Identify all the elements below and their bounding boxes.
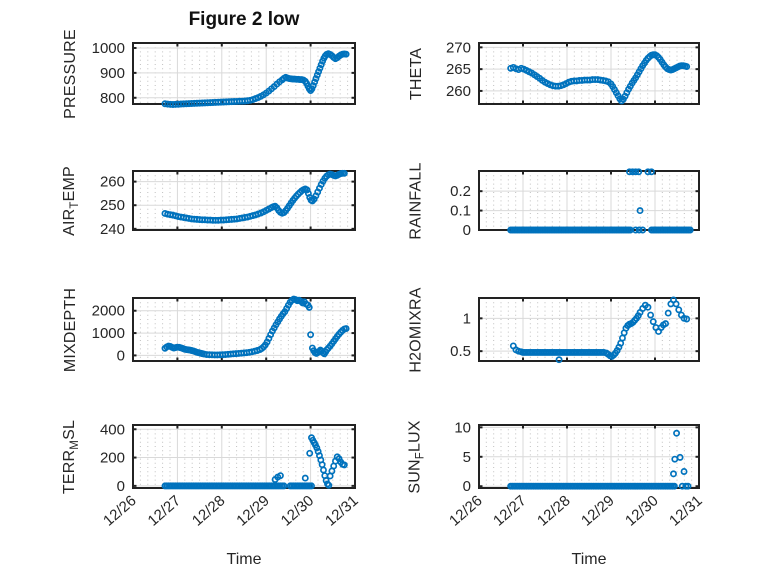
tick-marks: [478, 43, 700, 104]
panel-air-temp: 240 250 260: [100, 169, 356, 238]
svg-text:12/27: 12/27: [145, 492, 184, 529]
svg-text:265: 265: [446, 61, 471, 78]
axis-label-rainfall: RAINFALL: [408, 161, 425, 240]
svg-text:1: 1: [463, 310, 471, 327]
svg-text:12/31: 12/31: [666, 492, 705, 529]
y-tick-labels: 0 1000 2000: [92, 303, 125, 365]
plot-terr-msl: 0 200 400 12/26 12/27 12/28 12/29 12/30 12/31: [100, 421, 362, 529]
y-tick-labels: 0 5 10: [454, 419, 471, 495]
tick-marks: [478, 425, 700, 488]
major-grid: [479, 425, 699, 488]
svg-text:2000: 2000: [92, 303, 125, 320]
axes-frame: [478, 42, 700, 105]
axis-label-h2omixra: H2OMIXRA: [408, 286, 426, 373]
axes-frame: [478, 297, 700, 362]
x-tick-labels: 12/26 12/27 12/28 12/29 12/30 12/31: [446, 492, 705, 529]
svg-text:12/28: 12/28: [189, 492, 228, 529]
plot-pressure: 800 900 1000: [92, 40, 356, 108]
minor-grid: [139, 171, 349, 230]
minor-grid: [139, 43, 349, 104]
axis-label-pressure: PRESSURE: [62, 28, 79, 119]
svg-text:12/31: 12/31: [322, 492, 361, 529]
data-markers: [509, 296, 691, 364]
axes-frame: [132, 297, 356, 362]
axis-label-terr-msl: TERRMSL: [61, 419, 81, 494]
svg-text:240: 240: [100, 221, 125, 238]
svg-text:400: 400: [100, 421, 125, 438]
y-tick-labels: 0 0.1 0.2: [450, 183, 471, 239]
data-markers: [507, 51, 691, 105]
svg-text:10: 10: [454, 419, 471, 436]
svg-text:12/30: 12/30: [278, 492, 317, 529]
y-tick-labels: 260 265 270: [446, 39, 471, 100]
tick-marks: [132, 298, 356, 361]
axis-label-theta: THETA: [408, 47, 426, 100]
figure-title: Figure 2 low: [188, 9, 300, 30]
svg-text:800: 800: [100, 90, 125, 107]
svg-text:0: 0: [463, 478, 471, 495]
x-tick-labels: 12/26 12/27 12/28 12/29 12/30 12/31: [100, 492, 361, 529]
axes-frame: [132, 170, 356, 231]
plot-mixdepth: 0 1000 2000: [92, 295, 356, 364]
tick-marks: [132, 171, 356, 230]
panel-mixdepth: 0 1000 2000: [92, 295, 356, 364]
major-grid: [133, 171, 355, 230]
y-tick-labels: 800 900 1000: [92, 40, 125, 107]
svg-text:260: 260: [100, 174, 125, 191]
minor-grid: [485, 43, 693, 104]
svg-text:0.5: 0.5: [450, 343, 471, 360]
data-markers: [507, 168, 694, 234]
svg-text:0.2: 0.2: [450, 183, 471, 200]
data-markers: [161, 50, 350, 108]
svg-text:250: 250: [100, 197, 125, 214]
svg-text:0: 0: [463, 222, 471, 239]
axis-label-mixdepth: MIXDEPTH: [62, 287, 79, 372]
svg-text:12/30: 12/30: [622, 492, 661, 529]
svg-text:270: 270: [446, 39, 471, 56]
data-markers: [161, 295, 350, 359]
panel-pressure: 800 900 1000: [92, 40, 356, 108]
data-markers: [507, 429, 692, 490]
plot-sun-flux: 0 5 10 12/26 12/27 12/28 12/29 12/30 12/31: [446, 419, 705, 529]
panel-h2omixra: 0.5 1: [450, 296, 700, 364]
y-tick-labels: 0 200 400: [100, 421, 125, 495]
svg-text:1000: 1000: [92, 325, 125, 342]
svg-text:5: 5: [463, 449, 471, 466]
plot-theta: 260 265 270: [446, 39, 700, 105]
svg-text:900: 900: [100, 65, 125, 82]
plot-h2omixra: 0.51: [450, 296, 700, 364]
minor-grid: [485, 171, 693, 230]
axis-label-sun-flux: SUNFLUX: [407, 419, 428, 494]
svg-text:12/29: 12/29: [578, 492, 617, 529]
svg-text:260: 260: [446, 83, 471, 100]
svg-text:12/27: 12/27: [490, 492, 529, 529]
panel-sun-flux: 0 5 10 12/26 12/27 12/28 12/29 12/30 12/31: [446, 419, 705, 529]
panel-terr-msl: 0 200 400 12/26 12/27 12/28 12/29 12/30 12/31: [100, 421, 362, 529]
plot-rainfall: 0 0.1 0.2: [450, 168, 700, 239]
y-tick-labels: 0.51: [450, 310, 471, 360]
tick-marks: [132, 43, 356, 104]
svg-text:0: 0: [117, 478, 125, 495]
svg-text:200: 200: [100, 450, 125, 467]
svg-text:12/26: 12/26: [446, 492, 485, 529]
data-markers: [161, 169, 348, 224]
data-markers: [161, 434, 348, 490]
x-axis-label-left: Time: [226, 551, 262, 568]
svg-text:12/28: 12/28: [534, 492, 573, 529]
panel-theta: 260 265 270: [446, 39, 700, 105]
x-axis-label-right: Time: [571, 551, 607, 568]
plot-air-temp: 240 250 260: [100, 169, 356, 238]
svg-text:0: 0: [117, 347, 125, 364]
axis-label-air-temp: AIRTEMP: [61, 165, 82, 236]
svg-text:0.1: 0.1: [450, 203, 471, 220]
panel-rainfall: 0 0.1 0.2: [450, 168, 700, 239]
svg-text:12/29: 12/29: [233, 492, 272, 529]
major-grid: [479, 171, 699, 230]
y-tick-labels: 240 250 260: [100, 174, 125, 238]
svg-text:12/26: 12/26: [100, 492, 139, 529]
svg-text:1000: 1000: [92, 40, 125, 57]
